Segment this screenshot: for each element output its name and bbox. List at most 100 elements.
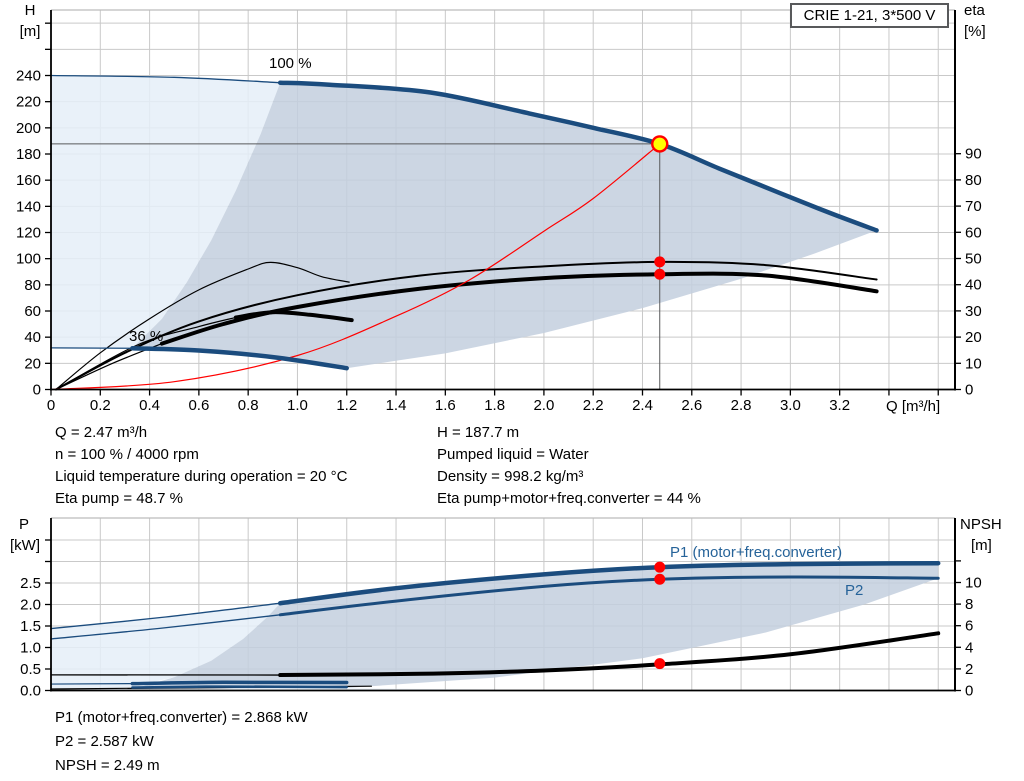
x-tick-label: 2.6 — [681, 397, 702, 414]
qh-eta-chart: 0 0.2 0.4 0.6 0.8 1.0 1.2 1.4 1.6 1.8 2.0 2.2 2.4 2.6… — [16, 9, 982, 414]
y-right-tick-label: 4 — [965, 639, 973, 656]
y-right-tick-label: 50 — [965, 251, 982, 268]
marker-eta-total-point — [654, 268, 666, 280]
power-envelope — [132, 563, 939, 690]
x-tick-label: 3.2 — [829, 397, 850, 414]
x-tick-label: 1.4 — [386, 397, 407, 414]
x-tick-label: 1.0 — [287, 397, 308, 414]
curve-p2-thin — [50, 614, 281, 640]
curve-p1-thin — [50, 602, 281, 630]
y-left-tick-label: 1.0 — [20, 640, 41, 657]
curve-p2-thick — [278, 575, 940, 617]
speed-36-label: 36 % — [129, 328, 164, 345]
annotation-npsh: NPSH = 2.49 m — [55, 757, 160, 774]
y-right-tick-label: 8 — [965, 596, 973, 613]
curve-p2-36-thick — [131, 685, 348, 689]
annotation-h: H = 187.7 m — [437, 424, 520, 441]
q-axis-label: Q [m³/h] — [886, 398, 941, 415]
power-area-reduced-flow — [51, 603, 507, 690]
x-tick-label: 2.8 — [731, 397, 752, 414]
p2-curve-label: P2 — [845, 582, 864, 599]
y-right-tick-label: 20 — [965, 329, 982, 346]
eta-axis-unit: [%] — [964, 23, 986, 40]
curve-eta-pump-100 — [54, 260, 878, 391]
curve-control-curve — [50, 143, 661, 391]
curve-p1-thick — [277, 560, 941, 606]
eta-axis-label: eta — [964, 2, 985, 19]
annotation-temp: Liquid temperature during operation = 20… — [55, 468, 348, 485]
y-right-tick-label: 80 — [965, 172, 982, 189]
y-right-tick-label: 60 — [965, 224, 982, 241]
annotation-density: Density = 998.2 kg/m³ — [437, 468, 584, 485]
annotation-eta-total: Eta pump+motor+freq.converter = 44 % — [437, 490, 701, 507]
x-tick-label: 0.4 — [139, 397, 160, 414]
x-tick-label: 1.8 — [484, 397, 505, 414]
y-left-tick-label: 140 — [16, 198, 41, 215]
marker-npsh-point — [654, 658, 666, 670]
y-left-tick-label: 0.0 — [20, 683, 41, 700]
y-left-tick-label: 60 — [24, 303, 41, 320]
x-tick-label: 2.4 — [632, 397, 653, 414]
x-tick-label: 1.2 — [336, 397, 357, 414]
speed-100-label: 100 % — [269, 55, 312, 72]
y-right-tick-label: 0 — [965, 382, 973, 399]
curve-curve-100-thick — [277, 80, 879, 233]
y-left-tick-label: 120 — [16, 225, 41, 242]
y-right-tick-label: 2 — [965, 661, 973, 678]
y-left-tick-label: 0 — [33, 382, 41, 399]
x-tick-label: 0.6 — [188, 397, 209, 414]
annotation-n: n = 100 % / 4000 rpm — [55, 446, 199, 463]
marker-p1-point — [654, 561, 666, 573]
curve-eta-total-100-thick — [159, 271, 879, 346]
y-left-tick-label: 20 — [24, 355, 41, 372]
y-left-tick-label: 160 — [16, 172, 41, 189]
x-tick-label: 0.2 — [90, 397, 111, 414]
x-tick-label: 2.0 — [533, 397, 554, 414]
annotation-liquid: Pumped liquid = Water — [437, 446, 589, 463]
operating-envelope — [132, 82, 877, 369]
y-left-tick-label: 220 — [16, 94, 41, 111]
y-left-tick-label: 80 — [24, 277, 41, 294]
power-npsh-chart: 0.0 0.5 1.0 1.5 2.0 2.5 0 2 4 6 8 10 — [20, 517, 982, 700]
x-tick-label: 0.8 — [238, 397, 259, 414]
duty-point[interactable] — [651, 135, 669, 153]
h-axis-unit: [m] — [19, 23, 41, 40]
y-right-tick-label: 70 — [965, 198, 982, 215]
y-left-tick-label: 40 — [24, 329, 41, 346]
y-left-tick-label: 200 — [16, 120, 41, 137]
curve-eta-pump-36 — [55, 261, 350, 391]
x-tick-label: 1.6 — [435, 397, 456, 414]
y-left-tick-label: 0.5 — [20, 661, 41, 678]
x-tick-label: 0 — [47, 397, 55, 414]
curve-curve-100-thin — [50, 74, 281, 84]
curve-npsh-thick — [278, 631, 941, 678]
pump-type-title: CRIE 1-21, 3*500 V — [803, 7, 936, 24]
curve-curve-36-thick — [130, 346, 349, 371]
y-right-tick-label: 6 — [965, 618, 973, 635]
y-left-tick-label: 100 — [16, 251, 41, 268]
p-axis-unit: [kW] — [10, 537, 40, 554]
curve-p1-36-thick — [130, 680, 349, 686]
y-right-tick-label: 0 — [965, 683, 973, 700]
x-tick-label: 2.2 — [583, 397, 604, 414]
y-right-tick-label: 10 — [965, 355, 982, 372]
power-annotations: P1 (motor+freq.converter) = 2.868 kW P2 … — [55, 706, 308, 778]
y-right-tick-label: 40 — [965, 277, 982, 294]
annotation-eta-pump: Eta pump = 48.7 % — [55, 490, 183, 507]
h-axis-label: H — [24, 2, 36, 19]
y-right-tick-label: 10 — [965, 575, 982, 592]
y-left-tick-label: 180 — [16, 146, 41, 163]
duty-annotations-right: H = 187.7 m Pumped liquid = Water Densit… — [437, 422, 701, 510]
p1-curve-label: P1 (motor+freq.converter) — [670, 544, 843, 561]
y-left-tick-label: 2.0 — [20, 597, 41, 614]
pump-type-box: CRIE 1-21, 3*500 V — [790, 3, 949, 28]
marker-eta-pump-point — [654, 256, 666, 268]
duty-annotations-left: Q = 2.47 m³/h n = 100 % / 4000 rpm Liqui… — [55, 422, 347, 510]
marker-p2-point — [654, 573, 666, 585]
npsh-axis-unit: [m] — [971, 537, 992, 554]
p-axis-label: P — [18, 516, 29, 533]
y-left-tick-label: 240 — [16, 68, 41, 85]
y-right-tick-label: 30 — [965, 303, 982, 320]
